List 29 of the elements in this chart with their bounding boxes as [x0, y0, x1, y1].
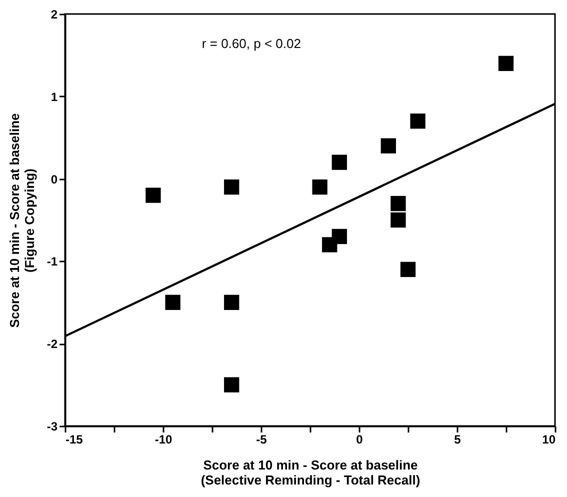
point	[224, 377, 240, 392]
x-axis-title: Score at 10 min - Score at baseline (Selective Reminding - Total Recall)	[200, 458, 420, 488]
point	[332, 154, 347, 170]
x-tick-label: -15	[66, 432, 84, 446]
point	[224, 179, 240, 195]
point	[498, 56, 514, 72]
y-tick-label: -1	[46, 254, 58, 269]
point	[390, 196, 406, 212]
annotation: r = 0.60, p < 0.02	[202, 36, 301, 51]
x-tick-label: 0	[356, 432, 364, 446]
y-axis-title: Score at 10 min - Score at baseline (Figure Copying)	[6, 113, 37, 328]
y-tick-label: 0	[50, 172, 58, 186]
point	[380, 138, 396, 154]
point	[312, 179, 328, 195]
point	[146, 188, 161, 203]
point	[332, 228, 347, 244]
y-tick-label: -2	[46, 337, 58, 352]
point	[410, 114, 426, 129]
y-tick-label: 2	[50, 8, 58, 22]
x-tick-label: -5	[256, 432, 268, 446]
y-tick-label: 1	[50, 90, 58, 104]
x-tick-label: 10	[542, 432, 556, 446]
x-tick-label: -10	[154, 432, 172, 446]
point	[400, 262, 416, 278]
x-tick-label: 5	[454, 432, 462, 446]
point	[165, 294, 180, 310]
point	[390, 212, 406, 228]
point	[224, 294, 240, 310]
y-tick-label: -3	[46, 420, 58, 434]
